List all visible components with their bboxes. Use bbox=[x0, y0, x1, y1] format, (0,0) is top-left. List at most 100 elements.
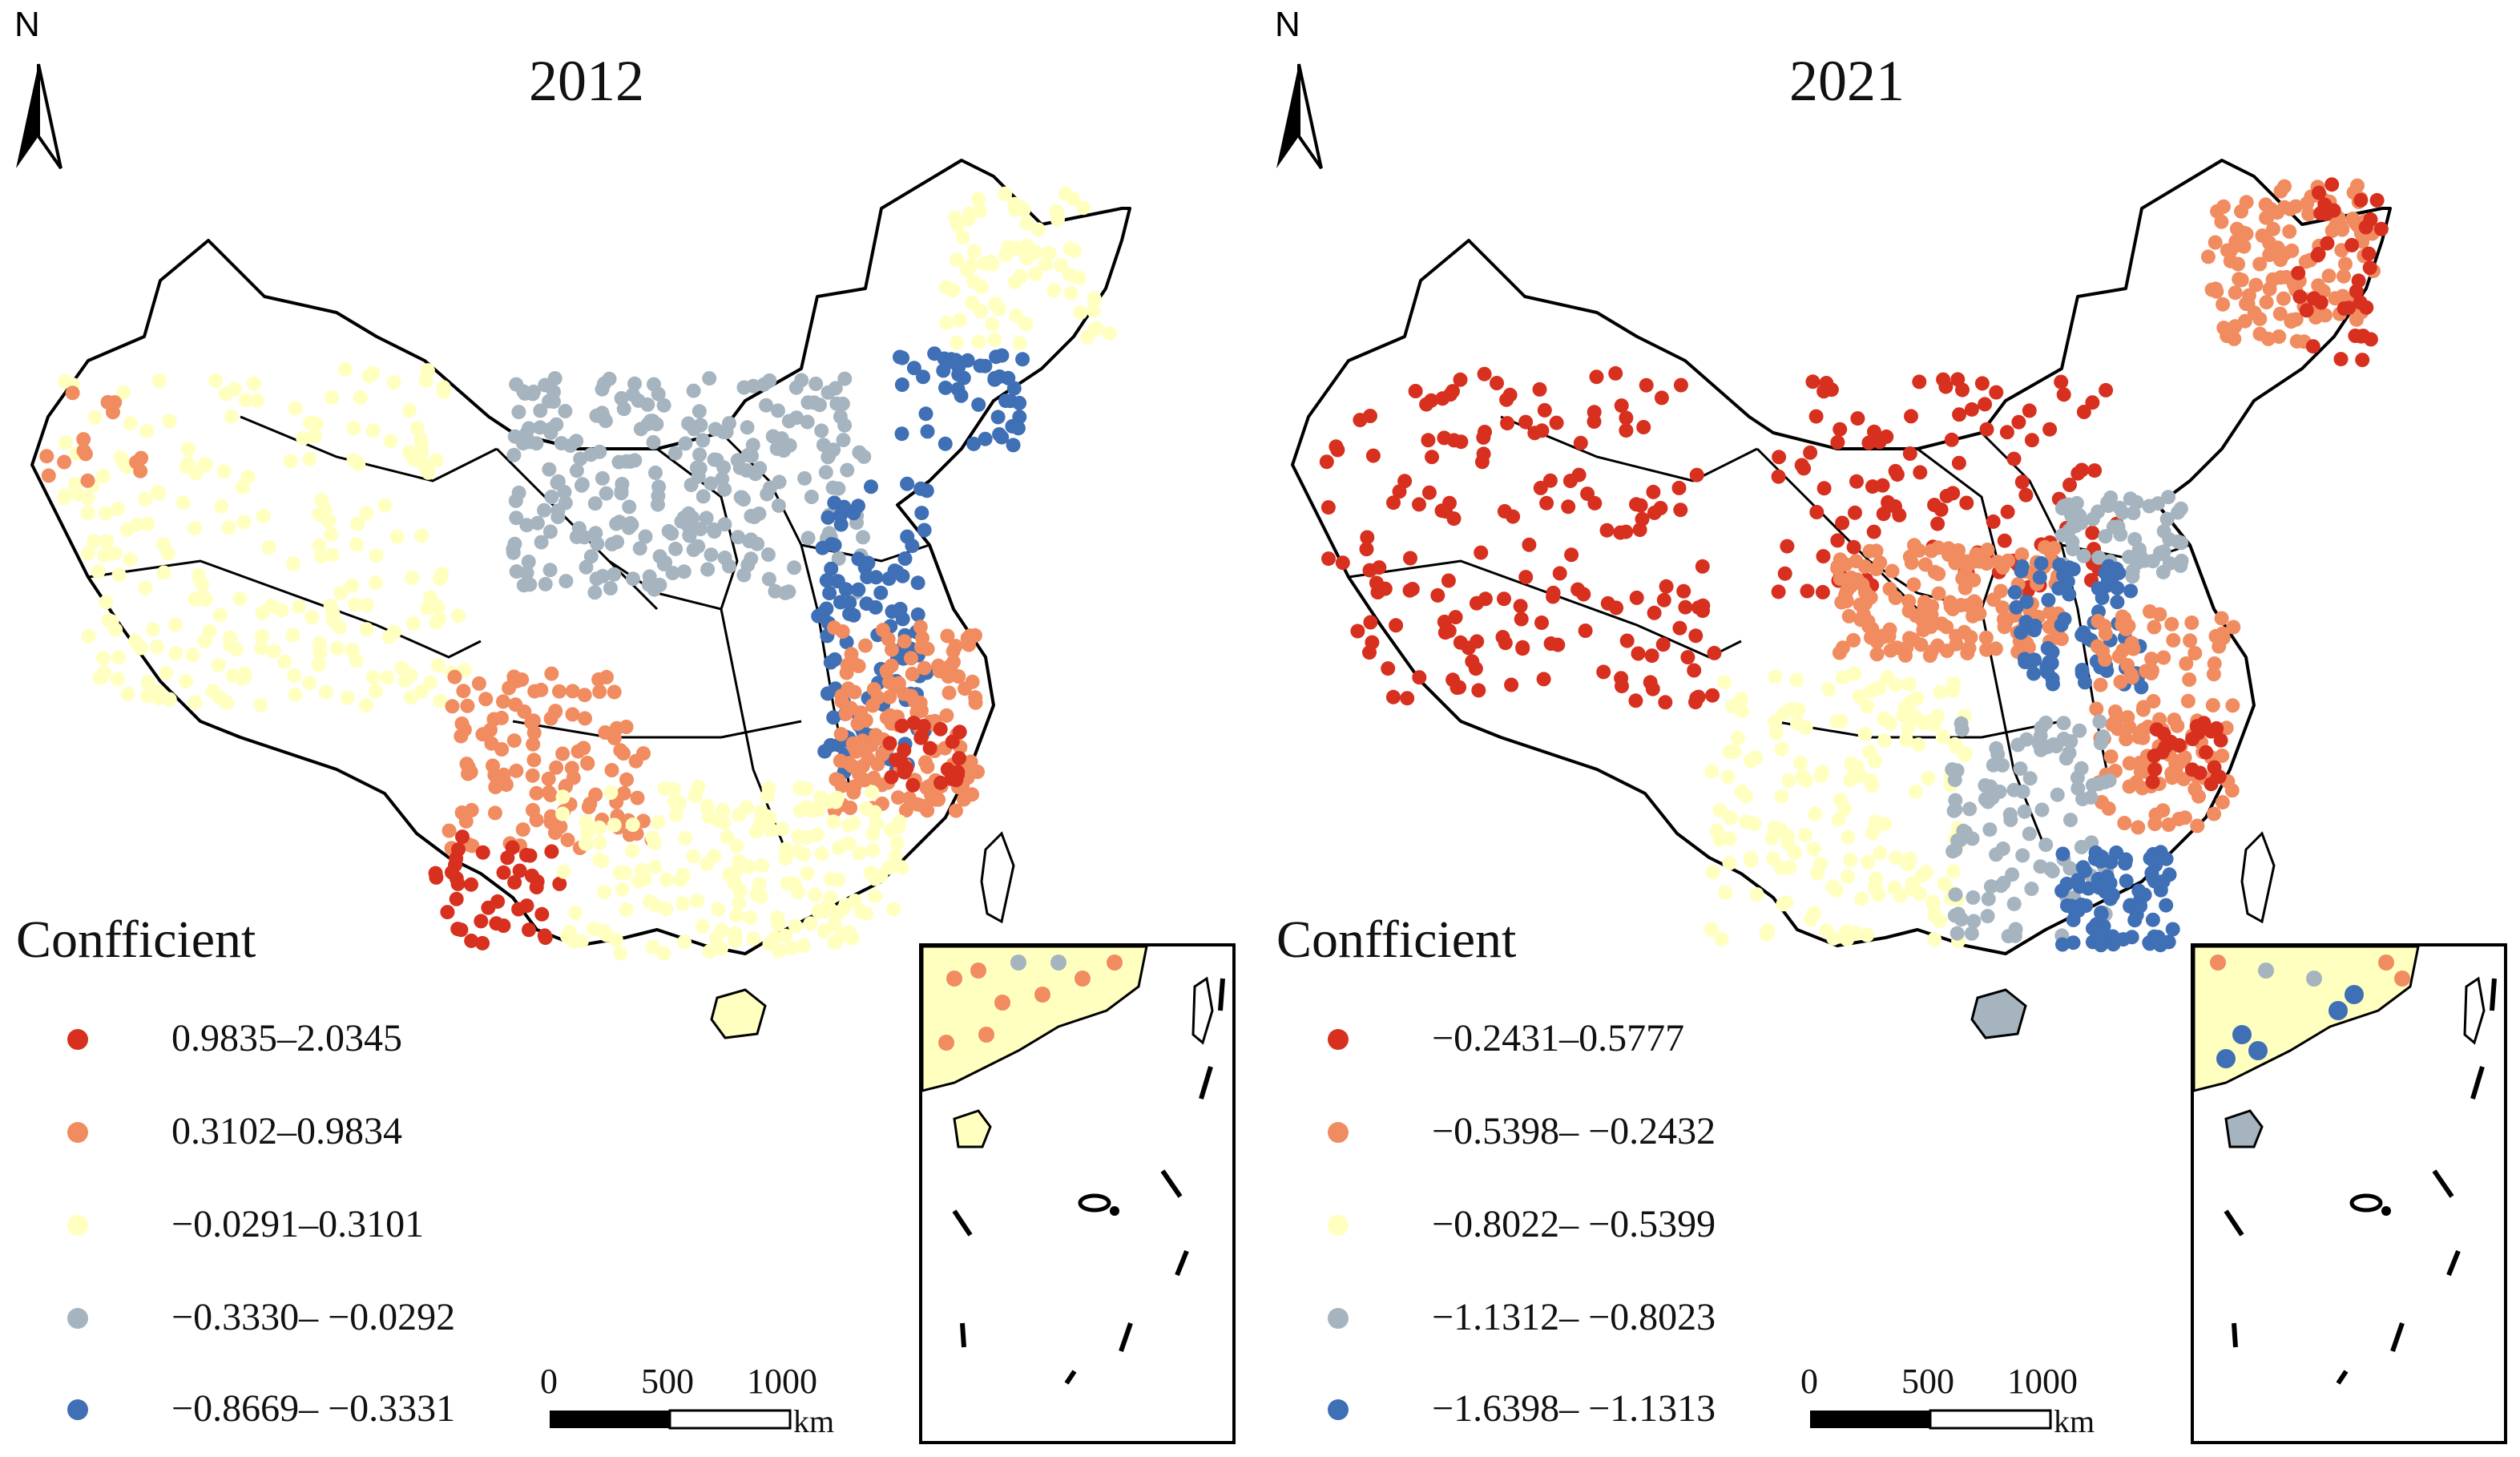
city-point-northwest bbox=[187, 521, 203, 536]
city-point-hunan-guangxi bbox=[2034, 802, 2050, 817]
city-point-northwest bbox=[285, 628, 300, 643]
city-point-north bbox=[1848, 505, 1862, 520]
city-point-east bbox=[2165, 770, 2179, 785]
city-point-hunan-guangxi bbox=[2015, 784, 2030, 799]
city-point-northwest bbox=[381, 629, 397, 644]
city-point-northwest bbox=[1359, 542, 1374, 557]
city-point-shandong-henan bbox=[851, 582, 866, 597]
city-point-northeast bbox=[2318, 308, 2333, 323]
city-point-south bbox=[814, 846, 829, 862]
city-point-northwest bbox=[1564, 547, 1579, 563]
city-point-northwest bbox=[1518, 570, 1534, 585]
city-point-south bbox=[688, 787, 704, 802]
city-point-south bbox=[716, 803, 731, 818]
city-point-north bbox=[599, 486, 614, 501]
city-point-northeast bbox=[1019, 251, 1034, 266]
city-point-north bbox=[1805, 374, 1820, 389]
city-point-northwest bbox=[1437, 625, 1453, 640]
city-point-southeast bbox=[918, 755, 933, 770]
city-point-northwest bbox=[1646, 484, 1661, 499]
city-point-south bbox=[556, 864, 571, 879]
legend-yellow-dot bbox=[1328, 1215, 1349, 1236]
city-point-east bbox=[2123, 667, 2139, 682]
city-point-northwest bbox=[1412, 670, 1427, 685]
city-point-north bbox=[558, 574, 574, 589]
city-point-south bbox=[809, 827, 825, 842]
city-point-northeast bbox=[2276, 291, 2291, 306]
city-point-northwest bbox=[368, 575, 383, 591]
city-point-east bbox=[2225, 698, 2240, 713]
city-point-hunan-guangxi bbox=[2092, 714, 2107, 729]
city-point-northwest bbox=[156, 565, 171, 580]
city-point-south bbox=[677, 934, 691, 950]
city-point-zhejiang bbox=[2185, 732, 2200, 747]
city-point-south bbox=[732, 854, 747, 869]
city-point-northwest bbox=[1513, 599, 1528, 614]
city-point-southwest bbox=[1857, 727, 1873, 741]
city-point-northwest bbox=[1536, 672, 1551, 687]
city-point-shandong bbox=[2151, 496, 2166, 511]
city-point-far-west bbox=[57, 454, 72, 470]
city-point-northeast-rim bbox=[2353, 295, 2368, 310]
city-point-northeast-rim bbox=[2351, 273, 2366, 289]
city-point-sichuan bbox=[506, 733, 522, 749]
city-point-zhejiang bbox=[894, 718, 909, 733]
city-point-northwest bbox=[1471, 683, 1486, 698]
city-point-liaoning bbox=[1015, 352, 1030, 367]
city-point-northwest bbox=[96, 651, 111, 666]
city-point-north bbox=[1875, 478, 1890, 493]
city-point-northwest bbox=[1377, 581, 1393, 596]
city-point-central bbox=[1954, 553, 1970, 568]
city-point-northeast bbox=[2338, 256, 2353, 272]
city-point-shandong-henan bbox=[837, 499, 852, 515]
city-point-yunnan bbox=[449, 871, 464, 886]
city-point-sichuan bbox=[529, 785, 544, 801]
city-point-northeast bbox=[1066, 192, 1081, 207]
city-point-southwest bbox=[1705, 865, 1720, 880]
city-point-shandong-henan bbox=[917, 523, 932, 538]
city-point-central bbox=[1863, 590, 1878, 605]
city-point-northwest bbox=[1549, 415, 1564, 430]
city-point-north bbox=[693, 522, 708, 537]
city-point-northwest bbox=[420, 601, 435, 616]
city-point-northeast bbox=[1007, 274, 1022, 289]
city-point-northeast bbox=[2228, 285, 2243, 301]
city-point-southwest bbox=[1797, 827, 1812, 842]
city-point-northeast-rim bbox=[2305, 339, 2320, 354]
city-point-northwest bbox=[325, 547, 340, 563]
city-point-northwest bbox=[261, 540, 276, 555]
city-point-northwest bbox=[1363, 615, 1378, 630]
city-point-northwest bbox=[130, 517, 144, 532]
city-point-north bbox=[840, 462, 855, 478]
city-point-shandong-henan bbox=[913, 481, 929, 496]
city-point-southwest bbox=[1933, 913, 1948, 928]
city-point-south bbox=[578, 836, 593, 851]
city-point-liaoning bbox=[971, 397, 986, 412]
city-point-yunnan bbox=[507, 875, 522, 890]
city-point-hunan-guangxi bbox=[1946, 803, 1962, 818]
china-map-2021 bbox=[1276, 63, 2392, 1430]
city-point-hunan-guangxi bbox=[2008, 922, 2023, 937]
city-point-northwest bbox=[99, 534, 114, 549]
city-point-north bbox=[831, 551, 846, 566]
city-point-north bbox=[1777, 566, 1792, 581]
city-point-south bbox=[881, 860, 897, 875]
city-point-southwest bbox=[1808, 806, 1822, 821]
city-point-northeast bbox=[972, 204, 987, 219]
city-point-north bbox=[2054, 374, 2069, 389]
city-point-zhejiang bbox=[945, 734, 960, 749]
city-point-central bbox=[1913, 637, 1929, 652]
city-point-north bbox=[1950, 372, 1966, 387]
city-point-northeast bbox=[998, 186, 1013, 201]
city-point-northwest bbox=[111, 567, 127, 583]
city-point-north bbox=[765, 429, 780, 444]
city-point-yunnan bbox=[455, 829, 470, 845]
city-point-northwest bbox=[110, 672, 125, 687]
city-point-north bbox=[2014, 474, 2030, 490]
city-point-north bbox=[1800, 583, 1815, 599]
city-point-northwest bbox=[81, 546, 95, 561]
city-point-northwest bbox=[168, 617, 183, 632]
city-point-henan bbox=[2045, 644, 2060, 660]
city-point-shandong bbox=[2125, 563, 2140, 579]
city-point-north bbox=[808, 376, 824, 391]
